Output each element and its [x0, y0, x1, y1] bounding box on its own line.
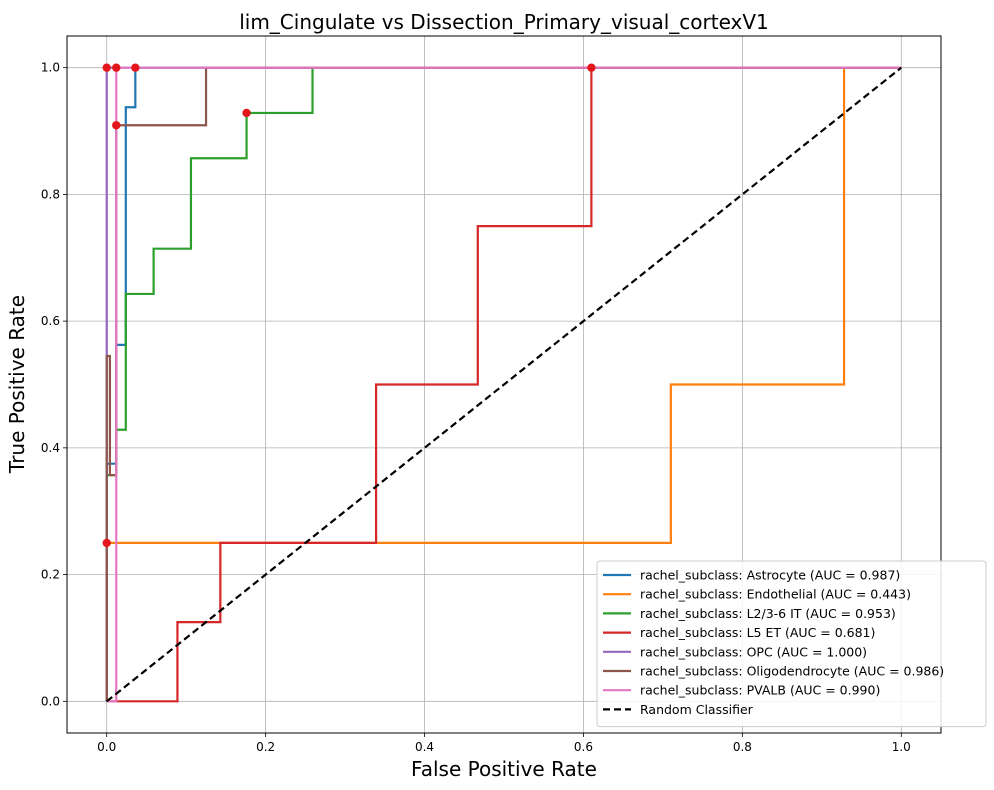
y-tick-label: 1.0 [41, 61, 60, 75]
y-axis-label: True Positive Rate [5, 295, 29, 474]
chart-title: lim_Cingulate vs Dissection_Primary_visu… [239, 10, 769, 34]
plot-frame [66, 35, 942, 734]
legend-label: rachel_subclass: OPC (AUC = 1.000) [640, 644, 867, 659]
legend-label: Random Classifier [640, 702, 754, 717]
legend-label: rachel_subclass: Oligodendrocyte (AUC = … [640, 664, 944, 679]
threshold-marker [112, 63, 121, 72]
legend-box [596, 560, 987, 728]
threshold-marker [112, 121, 121, 130]
x-tick-label: 0.2 [256, 740, 275, 754]
x-tick-label: 0.6 [574, 740, 593, 754]
series-line-7 [106, 66, 902, 703]
y-tick-label: 0.8 [41, 187, 60, 201]
legend-label: rachel_subclass: Endothelial (AUC = 0.44… [640, 587, 911, 602]
threshold-marker [242, 108, 251, 118]
legend-label: rachel_subclass: PVALB (AUC = 0.990) [640, 683, 880, 698]
axis-ticks: 0.0 0.2 0.4 0.6 0.8 1.0 0.0 0.2 0.4 0.6 0.8 1.0 [41, 61, 911, 754]
threshold-marker [131, 63, 140, 72]
y-tick-label: 0.2 [41, 568, 60, 582]
x-tick-label: 0.0 [97, 740, 116, 754]
x-tick-label: 0.8 [733, 740, 752, 754]
threshold-marker [102, 538, 111, 548]
legend-label: rachel_subclass: Astrocyte (AUC = 0.987) [640, 568, 900, 583]
threshold-marker [587, 63, 596, 72]
threshold-marker [102, 63, 111, 72]
threshold-markers [102, 63, 596, 548]
series-line-6 [106, 66, 902, 703]
x-axis-label: False Positive Rate [411, 757, 597, 781]
series-line-3 [106, 66, 902, 703]
legend-label: rachel_subclass: L2/3-6 IT (AUC = 0.953) [640, 606, 896, 621]
x-tick-label: 1.0 [892, 740, 911, 754]
legend: rachel_subclass: Astrocyte (AUC = 0.987)… [596, 560, 987, 728]
y-tick-label: 0.0 [41, 694, 60, 708]
y-tick-label: 0.4 [41, 441, 60, 455]
x-tick-label: 0.4 [415, 740, 434, 754]
y-tick-label: 0.6 [41, 314, 60, 328]
legend-label: rachel_subclass: L5 ET (AUC = 0.681) [640, 625, 875, 640]
